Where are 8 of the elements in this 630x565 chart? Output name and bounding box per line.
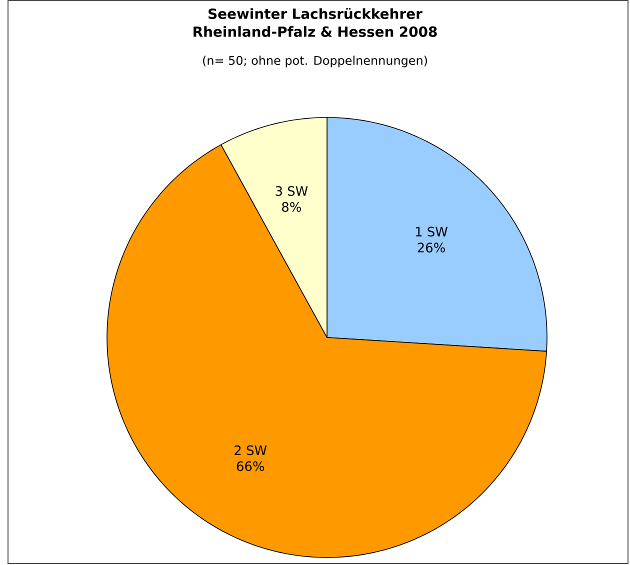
slice-label: 2 SW	[234, 445, 267, 455]
chart-subtitle: (n= 50; ohne pot. Doppelnennungen)	[203, 55, 427, 68]
data-label: 8%	[282, 202, 301, 212]
slice-label: 1 SW	[416, 226, 448, 236]
data-label: 26%	[418, 242, 445, 252]
chart-title: Seewinter Lachsrückkehrer Rheinland-Pfalz & Hessen 2008	[194, 8, 437, 37]
slice-label: 3 SW	[276, 186, 308, 196]
data-label: 66%	[236, 461, 264, 471]
